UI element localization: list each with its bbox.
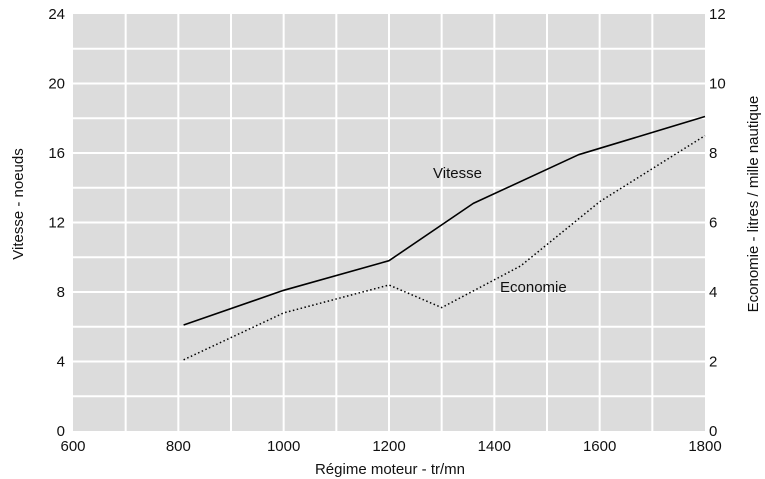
y-left-tick-label: 4: [57, 354, 65, 371]
y-right-tick-label: 8: [709, 145, 717, 162]
x-axis-title: Régime moteur - tr/mn: [315, 461, 465, 478]
y-right-tick-label: 6: [709, 215, 717, 232]
x-tick-label: 800: [166, 438, 191, 455]
grid: [73, 14, 705, 431]
y-right-tick-label: 4: [709, 284, 717, 301]
x-tick-label: 1000: [267, 438, 300, 455]
y-left-tick-label: 12: [48, 215, 65, 232]
y-right-tick-label: 2: [709, 354, 717, 371]
y-right-tick-label: 0: [709, 423, 717, 440]
x-tick-label: 1400: [478, 438, 511, 455]
y-right-tick-label: 12: [709, 6, 726, 23]
x-tick-label: 600: [60, 438, 85, 455]
series-label-economie: Economie: [500, 279, 567, 296]
y-left-tick-label: 20: [48, 76, 65, 93]
series-line-economie: [183, 134, 706, 361]
y-left-tick-label: 8: [57, 284, 65, 301]
y-left-axis-title: Vitesse - noeuds: [10, 148, 27, 259]
tick-labels: 600 800 1000 1200 1400 1600 180004812162024024…: [48, 6, 725, 455]
series-layer: [183, 115, 706, 361]
y-left-tick-label: 16: [48, 145, 65, 162]
y-left-tick-label: 24: [48, 6, 65, 23]
x-tick-label: 1200: [372, 438, 405, 455]
y-right-tick-label: 10: [709, 76, 726, 93]
series-line-vitesse: [183, 115, 706, 326]
series-label-vitesse: Vitesse: [433, 165, 482, 182]
y-right-axis-title: Economie - litres / mille nautique: [745, 96, 762, 313]
x-tick-label: 1600: [583, 438, 616, 455]
y-left-tick-label: 0: [57, 423, 65, 440]
x-tick-label: 1800: [688, 438, 721, 455]
